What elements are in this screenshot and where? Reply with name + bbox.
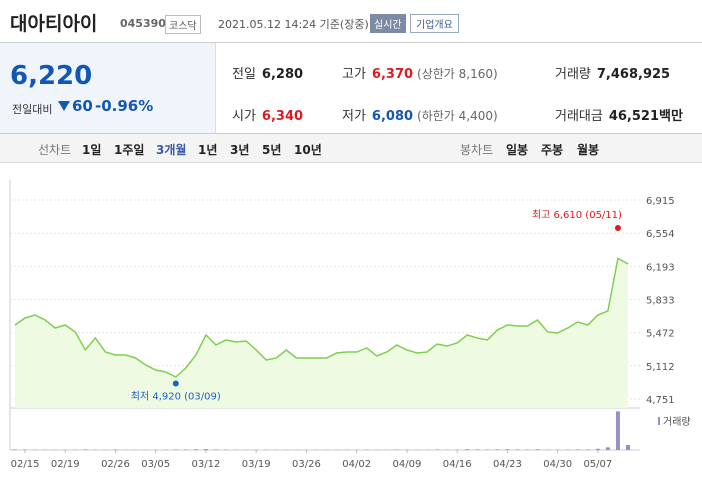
low-marker bbox=[172, 380, 179, 387]
period-tab[interactable]: 10년 bbox=[294, 143, 322, 157]
stat-label: 거래량 bbox=[555, 67, 591, 82]
y-tick-label: 5,112 bbox=[646, 362, 675, 373]
volume-bar bbox=[183, 449, 188, 450]
candle-chart-label: 봉차트 bbox=[460, 143, 494, 157]
stat-sub: (하한가 4,400) bbox=[417, 109, 498, 123]
x-tick-label: 03/19 bbox=[242, 459, 271, 470]
realtime-badge[interactable]: 실시간 bbox=[370, 14, 406, 33]
x-tick-label: 04/23 bbox=[493, 459, 522, 470]
period-tab[interactable]: 1주일 bbox=[114, 143, 145, 157]
x-tick-label: 04/16 bbox=[443, 459, 472, 470]
volume-bar bbox=[213, 449, 218, 450]
price-line bbox=[14, 257, 629, 378]
change: 60 bbox=[58, 97, 93, 115]
volume-bar bbox=[605, 447, 610, 450]
volume-bar bbox=[475, 449, 480, 450]
stat: 고가 6,370 (상한가 8,160) bbox=[342, 63, 498, 82]
info-box: 6,220 전일대비 60 -0.96% 전일 6,280 고가 6,370 (상한가 … bbox=[0, 42, 702, 134]
stock-name: 대아티아이 bbox=[10, 13, 98, 35]
stat: 시가 6,340 bbox=[232, 105, 303, 124]
volume-bar bbox=[193, 449, 198, 450]
y-tick-label: 4,751 bbox=[646, 395, 675, 406]
price-box: 6,220 전일대비 60 -0.96% bbox=[0, 43, 216, 133]
stat: 거래량 7,468,925 bbox=[555, 63, 670, 82]
x-tick-label: 03/05 bbox=[141, 459, 170, 470]
stat-sub: (상한가 8,160) bbox=[417, 67, 498, 81]
volume-bar bbox=[435, 449, 440, 450]
volume-bar bbox=[575, 449, 580, 450]
overview-button[interactable]: 기업개요 bbox=[410, 14, 459, 33]
market: 코스닥 bbox=[165, 15, 201, 34]
volume-bar bbox=[515, 449, 520, 450]
period-tabs: 선차트 1일 1주일 3개월 1년 3년 5년 10년 봉차트 일봉 주봉 월봉 bbox=[0, 134, 702, 163]
header: 대아티아이 045390 코스닥 2021.05.12 14:24 기준(장중)… bbox=[0, 0, 702, 40]
stat: 전일 6,280 bbox=[232, 63, 303, 82]
stat-value: 6,280 bbox=[261, 67, 304, 82]
period-tab[interactable]: 3개월 bbox=[156, 143, 187, 157]
period-tab[interactable]: 1일 bbox=[82, 143, 102, 157]
change-label: 전일대비 bbox=[12, 103, 53, 116]
x-tick-label: 03/12 bbox=[192, 459, 221, 470]
candle-tab[interactable]: 일봉 bbox=[506, 143, 529, 157]
volume-bar bbox=[535, 449, 540, 450]
high-label: 최고 6,610 (05/11) bbox=[532, 209, 622, 221]
low-label: 최저 4,920 (03/09) bbox=[131, 390, 221, 402]
volume-bar bbox=[13, 449, 17, 450]
stat-label: 시가 bbox=[232, 109, 256, 124]
x-tick-label: 02/26 bbox=[101, 459, 130, 470]
period-tab[interactable]: 3년 bbox=[230, 143, 250, 157]
stat-value: 6,370 bbox=[371, 67, 414, 82]
y-tick-label: 5,472 bbox=[646, 329, 675, 340]
volume-bar bbox=[465, 449, 470, 450]
stat: 거래대금 46,521백만 bbox=[555, 105, 683, 124]
y-tick-label: 6,554 bbox=[646, 229, 675, 240]
line-chart-label: 선차트 bbox=[38, 143, 72, 157]
area-fill bbox=[15, 258, 628, 408]
stat-label: 고가 bbox=[342, 67, 366, 82]
datetime: 2021.05.12 14:24 기준(장중) bbox=[218, 18, 369, 31]
y-tick-label: 5,833 bbox=[646, 296, 675, 307]
stat-value: 6,340 bbox=[261, 109, 304, 124]
stat-label: 저가 bbox=[342, 109, 366, 124]
volume-bar bbox=[505, 449, 510, 450]
volume-legend-swatch bbox=[658, 417, 660, 425]
stat-unit: 백만 bbox=[659, 109, 683, 124]
period-tab[interactable]: 1년 bbox=[198, 143, 218, 157]
chart: 6,915 6,554 6,193 5,833 5,472 5,112 4,751 02/15… bbox=[9, 180, 691, 470]
x-tick-label: 02/19 bbox=[51, 459, 80, 470]
volume-bar bbox=[595, 448, 600, 450]
stat: 저가 6,080 (하한가 4,400) bbox=[342, 105, 498, 124]
x-tick-label: 04/02 bbox=[342, 459, 371, 470]
x-tick-label: 03/26 bbox=[292, 459, 321, 470]
y-tick-label: 6,915 bbox=[646, 196, 675, 207]
x-tick-label: 04/30 bbox=[543, 459, 572, 470]
high-marker bbox=[614, 225, 621, 232]
volume-bar bbox=[615, 411, 620, 450]
candle-tab[interactable]: 주봉 bbox=[541, 143, 564, 157]
change-rate: -0.96% bbox=[95, 97, 154, 115]
stat-value: 7,468,925 bbox=[596, 67, 671, 82]
stock-code: 045390 bbox=[120, 17, 166, 30]
volume-bar bbox=[83, 449, 88, 450]
period-tab[interactable]: 5년 bbox=[262, 143, 282, 157]
candle-tab[interactable]: 월봉 bbox=[577, 143, 600, 157]
volume-legend: 거래량 bbox=[663, 416, 691, 428]
current-price: 6,220 bbox=[10, 61, 93, 91]
volume-bar bbox=[495, 449, 500, 450]
volume-bar bbox=[203, 449, 208, 450]
volume-bar bbox=[173, 449, 178, 450]
x-tick-label: 04/09 bbox=[393, 459, 422, 470]
y-tick-label: 6,193 bbox=[646, 262, 675, 273]
volume-bar bbox=[626, 445, 630, 450]
stat-label: 전일 bbox=[232, 67, 256, 82]
volume-bar bbox=[585, 449, 590, 450]
stat-value: 6,080 bbox=[371, 109, 414, 124]
x-tick-label: 02/15 bbox=[11, 459, 40, 470]
stat-value: 46,521 bbox=[608, 109, 660, 124]
stat-label: 거래대금 bbox=[555, 109, 603, 124]
x-tick-label: 05/07 bbox=[583, 459, 612, 470]
